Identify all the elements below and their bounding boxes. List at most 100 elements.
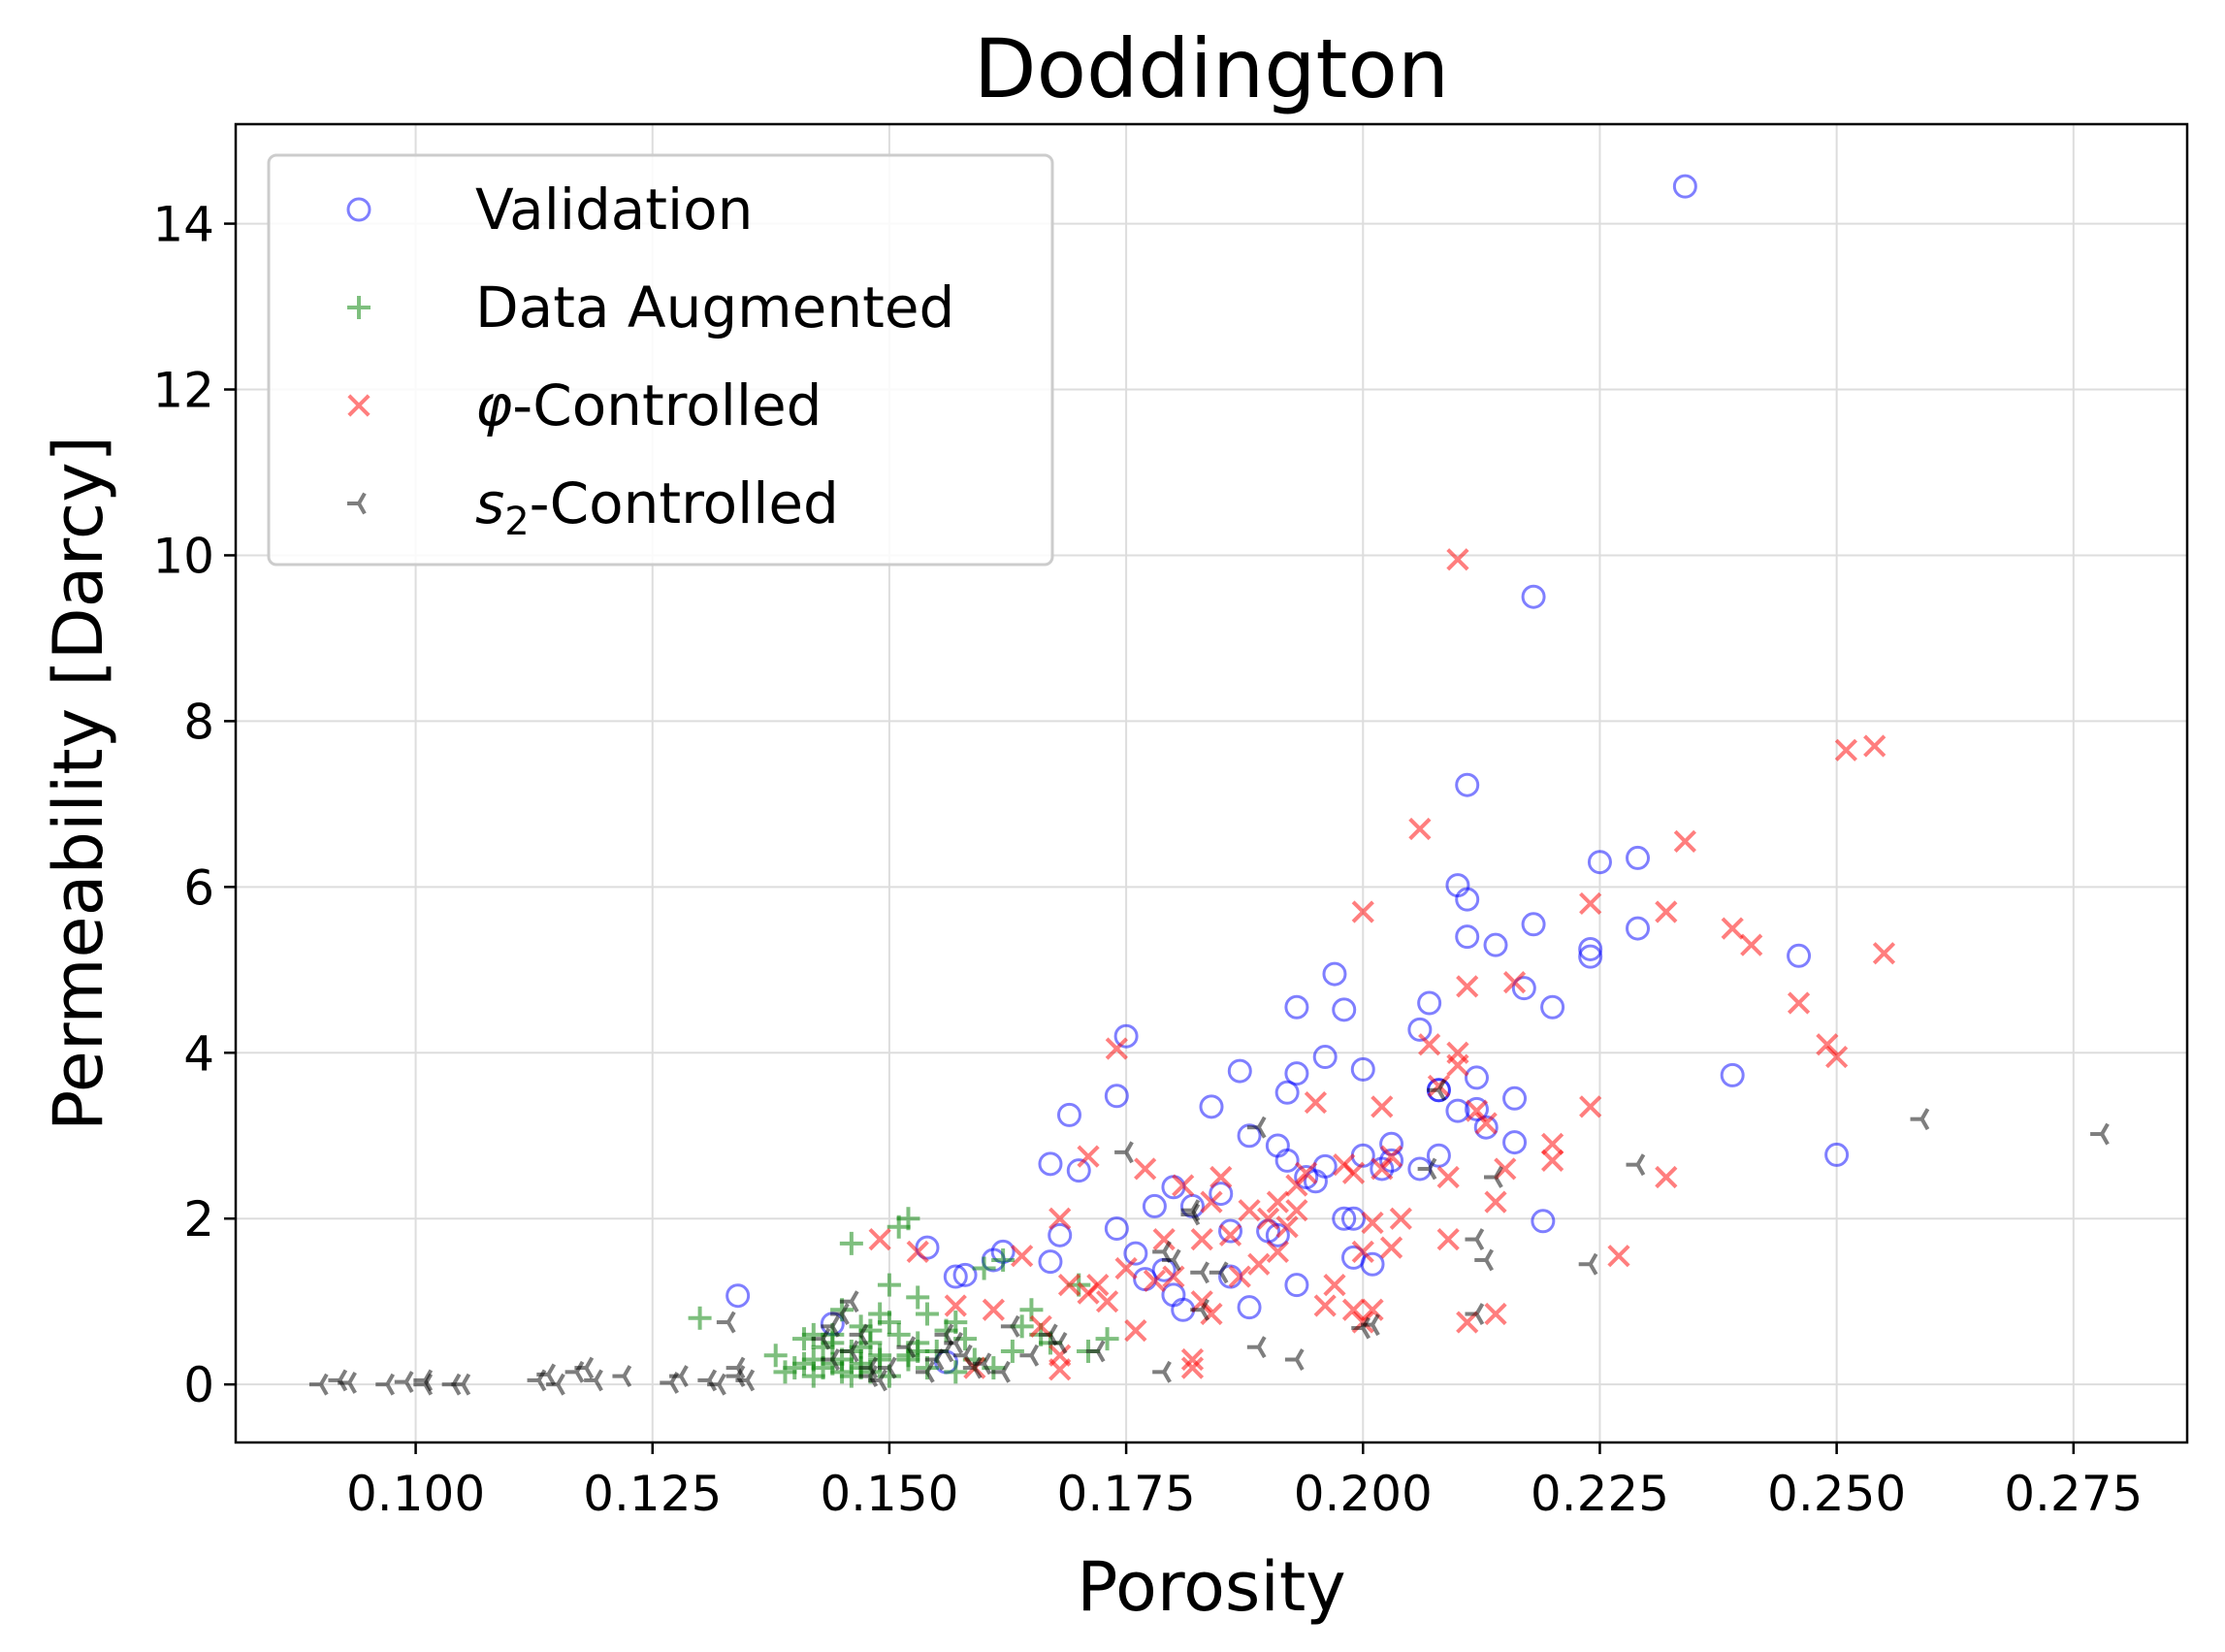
- data-point: [1123, 1241, 1148, 1266]
- data-point: [1332, 1206, 1357, 1231]
- data-point: [868, 1227, 891, 1251]
- data-point: [1446, 548, 1469, 571]
- data-point: [1379, 1145, 1403, 1168]
- data-point: [1370, 1157, 1394, 1181]
- data-point: [1587, 850, 1612, 875]
- data-point: [1066, 1158, 1091, 1183]
- data-point: [972, 1352, 992, 1376]
- data-point: [1180, 1199, 1201, 1222]
- data-point: [915, 1360, 935, 1383]
- data-point: [1104, 1215, 1129, 1241]
- x-tick-label: 0.175: [1057, 1466, 1196, 1522]
- data-point: [1190, 1261, 1209, 1284]
- data-point: [1540, 994, 1565, 1020]
- data-point: [1427, 1074, 1451, 1098]
- data-point: [1502, 1130, 1528, 1155]
- data-point: [1465, 1099, 1489, 1122]
- data-point: [1086, 1273, 1110, 1297]
- data-point: [1000, 1314, 1020, 1338]
- axis-ticks: 0.100 0.125 0.150 0.175 0.200 0.225 0.250 0.275…: [152, 197, 2143, 1522]
- data-point: [1816, 1033, 1839, 1056]
- y-tick-label: 8: [183, 694, 214, 750]
- data-point: [1200, 1190, 1223, 1214]
- data-point: [1228, 1265, 1251, 1288]
- data-point: [1134, 1157, 1157, 1181]
- data-point: [1190, 1227, 1213, 1251]
- data-point: [1834, 738, 1858, 761]
- data-point: [1379, 1148, 1404, 1173]
- data-point: [1483, 932, 1508, 957]
- data-point: [1360, 1251, 1385, 1277]
- data-point: [1323, 1273, 1346, 1297]
- data-point: [1474, 1248, 1494, 1272]
- data-point: [1152, 1227, 1176, 1251]
- data-point: [1427, 1079, 1447, 1102]
- data-point: [953, 1344, 973, 1367]
- data-point: [1455, 772, 1480, 797]
- data-point: [1341, 1161, 1366, 1184]
- data-point: [1104, 1084, 1129, 1109]
- data-point: [792, 1351, 817, 1376]
- data-point: [1095, 1327, 1119, 1351]
- y-tick-label: 2: [183, 1191, 214, 1247]
- data-point: [1465, 1303, 1485, 1325]
- data-point: [1464, 1096, 1489, 1121]
- series-2: [868, 548, 1896, 1381]
- data-point: [1295, 1161, 1318, 1184]
- legend-label-text: Data Augmented: [475, 275, 954, 340]
- data-point: [887, 1322, 911, 1346]
- x-axis-label: Porosity: [1077, 1547, 1345, 1627]
- data-point: [877, 1273, 901, 1297]
- data-point: [1238, 1199, 1261, 1222]
- data-point: [1209, 1182, 1234, 1207]
- data-point: [915, 1302, 939, 1326]
- data-point: [1474, 1112, 1498, 1135]
- data-point: [1246, 1116, 1267, 1139]
- data-point: [1655, 1165, 1678, 1189]
- data-point: [944, 1294, 967, 1317]
- legend-label-text: -Controlled: [512, 373, 822, 438]
- data-point: [952, 1262, 978, 1287]
- data-point: [1910, 1108, 1930, 1131]
- data-point: [1048, 1222, 1073, 1247]
- data-point: [1720, 1062, 1745, 1087]
- data-point: [1531, 1209, 1556, 1234]
- data-point: [839, 1340, 859, 1363]
- data-point: [1152, 1360, 1172, 1383]
- data-point: [1124, 1318, 1147, 1343]
- plot-data: [308, 174, 2110, 1396]
- data-point: [991, 1360, 1011, 1383]
- data-point: [1209, 1165, 1233, 1189]
- data-point: [801, 1322, 825, 1346]
- data-point: [1038, 1249, 1063, 1275]
- data-point: [1502, 1085, 1528, 1111]
- data-point: [1436, 1227, 1460, 1251]
- data-point: [1180, 1356, 1205, 1379]
- data-point: [1578, 1252, 1598, 1276]
- data-point: [1426, 1143, 1451, 1168]
- data-point: [1456, 975, 1479, 998]
- data-point: [2090, 1122, 2110, 1146]
- data-point: [1389, 1207, 1412, 1230]
- data-point: [972, 1256, 996, 1280]
- data-point: [934, 1323, 954, 1346]
- data-point: [1350, 1056, 1375, 1082]
- data-point: [1351, 1240, 1374, 1264]
- data-point: [773, 1360, 797, 1384]
- data-point: [1246, 1336, 1267, 1359]
- data-point: [1209, 1261, 1229, 1284]
- legend-label: φ-Controlled: [475, 373, 822, 438]
- data-point: [1740, 933, 1763, 956]
- data-point: [1113, 1023, 1139, 1049]
- data-point: [1105, 1037, 1128, 1060]
- data-point: [830, 1303, 850, 1325]
- data-point: [1284, 1348, 1305, 1371]
- data-point: [1038, 1151, 1063, 1177]
- data-point: [1672, 174, 1697, 199]
- data-point: [982, 1298, 1005, 1321]
- data-point: [915, 1235, 940, 1260]
- data-point: [1284, 1273, 1309, 1298]
- data-point: [877, 1311, 901, 1335]
- data-point: [338, 1372, 357, 1394]
- data-point: [1540, 1132, 1564, 1155]
